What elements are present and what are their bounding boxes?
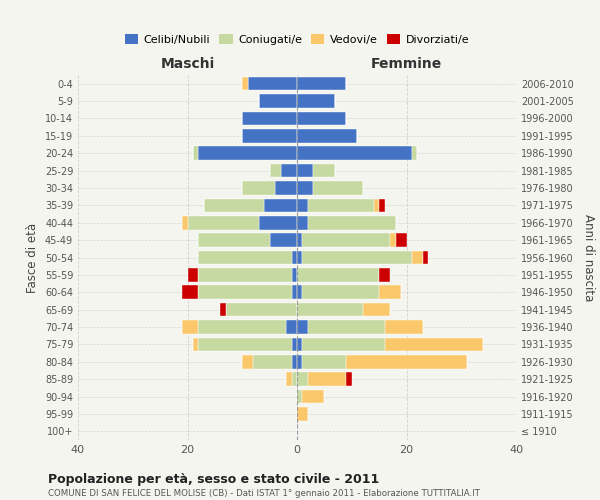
Bar: [292, 250, 297, 264]
Bar: [182, 216, 187, 230]
Bar: [297, 407, 308, 420]
Bar: [286, 320, 297, 334]
Bar: [292, 286, 297, 299]
Bar: [302, 338, 385, 351]
Bar: [297, 250, 302, 264]
Bar: [182, 286, 199, 299]
Bar: [297, 216, 308, 230]
Bar: [187, 216, 259, 230]
Bar: [292, 355, 297, 368]
Bar: [302, 234, 390, 247]
Bar: [242, 181, 275, 195]
Text: Femmine: Femmine: [371, 58, 442, 71]
Bar: [182, 320, 199, 334]
Bar: [193, 146, 199, 160]
Bar: [423, 250, 428, 264]
Bar: [297, 303, 362, 316]
Bar: [362, 303, 390, 316]
Bar: [259, 216, 297, 230]
Bar: [297, 338, 302, 351]
Bar: [242, 355, 253, 368]
Bar: [412, 146, 418, 160]
Bar: [297, 129, 357, 142]
Bar: [308, 198, 374, 212]
Bar: [390, 234, 395, 247]
Bar: [199, 234, 269, 247]
Bar: [374, 198, 379, 212]
Bar: [302, 286, 379, 299]
Bar: [204, 198, 264, 212]
Bar: [297, 146, 412, 160]
Bar: [242, 112, 297, 125]
Y-axis label: Anni di nascita: Anni di nascita: [582, 214, 595, 301]
Bar: [346, 372, 352, 386]
Bar: [248, 77, 297, 90]
Bar: [313, 181, 363, 195]
Bar: [199, 320, 286, 334]
Bar: [242, 129, 297, 142]
Bar: [308, 216, 395, 230]
Bar: [292, 268, 297, 281]
Bar: [395, 234, 407, 247]
Text: Maschi: Maschi: [160, 58, 215, 71]
Text: Popolazione per età, sesso e stato civile - 2011: Popolazione per età, sesso e stato civil…: [48, 472, 379, 486]
Bar: [308, 372, 346, 386]
Bar: [412, 250, 423, 264]
Bar: [297, 390, 302, 404]
Bar: [313, 164, 335, 177]
Bar: [297, 355, 302, 368]
Bar: [220, 303, 226, 316]
Bar: [297, 94, 335, 108]
Bar: [199, 146, 297, 160]
Bar: [297, 198, 308, 212]
Bar: [292, 338, 297, 351]
Bar: [264, 198, 297, 212]
Bar: [297, 320, 308, 334]
Bar: [385, 338, 483, 351]
Bar: [275, 181, 297, 195]
Bar: [292, 372, 297, 386]
Bar: [297, 181, 313, 195]
Bar: [297, 372, 308, 386]
Bar: [379, 268, 390, 281]
Bar: [226, 303, 297, 316]
Y-axis label: Fasce di età: Fasce di età: [26, 222, 39, 292]
Bar: [269, 164, 281, 177]
Bar: [199, 338, 292, 351]
Bar: [281, 164, 297, 177]
Bar: [187, 268, 199, 281]
Bar: [302, 390, 325, 404]
Bar: [297, 268, 379, 281]
Bar: [297, 164, 313, 177]
Bar: [269, 234, 297, 247]
Bar: [259, 94, 297, 108]
Bar: [302, 250, 412, 264]
Bar: [379, 286, 401, 299]
Bar: [385, 320, 423, 334]
Bar: [286, 372, 292, 386]
Bar: [297, 234, 302, 247]
Bar: [297, 112, 346, 125]
Bar: [308, 320, 385, 334]
Bar: [297, 77, 346, 90]
Bar: [302, 355, 346, 368]
Bar: [346, 355, 467, 368]
Bar: [199, 286, 292, 299]
Text: COMUNE DI SAN FELICE DEL MOLISE (CB) - Dati ISTAT 1° gennaio 2011 - Elaborazione: COMUNE DI SAN FELICE DEL MOLISE (CB) - D…: [48, 489, 480, 498]
Bar: [242, 77, 248, 90]
Bar: [379, 198, 385, 212]
Bar: [253, 355, 292, 368]
Bar: [199, 250, 292, 264]
Bar: [193, 338, 199, 351]
Bar: [199, 268, 292, 281]
Legend: Celibi/Nubili, Coniugati/e, Vedovi/e, Divorziati/e: Celibi/Nubili, Coniugati/e, Vedovi/e, Di…: [121, 30, 473, 49]
Bar: [297, 286, 302, 299]
